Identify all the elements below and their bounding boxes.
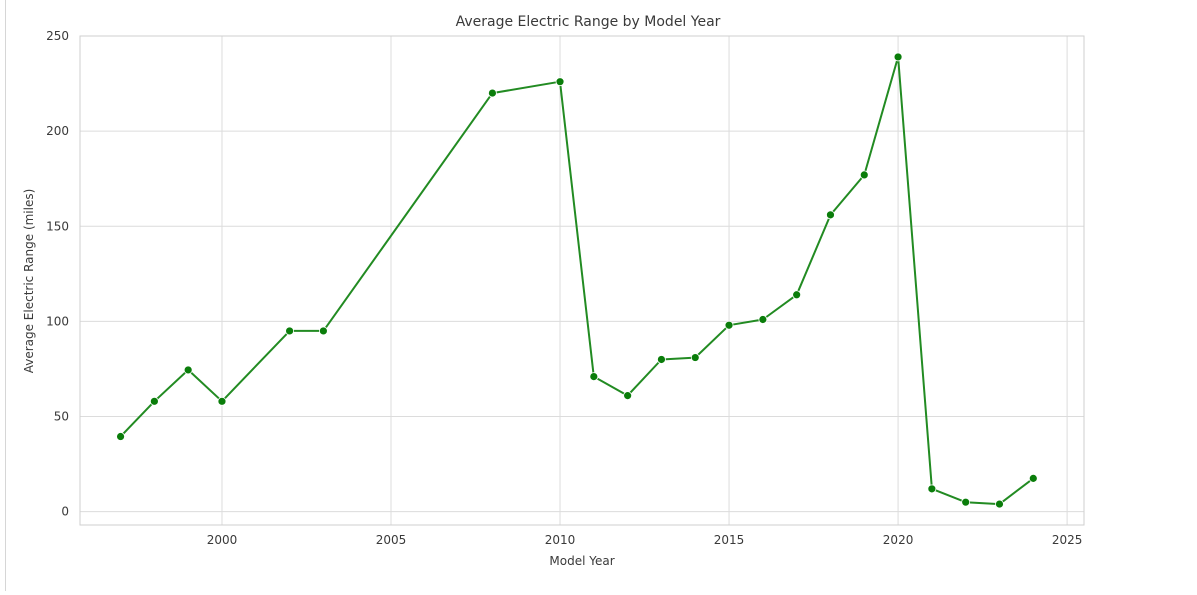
data-point [961, 497, 971, 507]
x-tick-label: 2000 [207, 533, 238, 547]
data-point [285, 326, 294, 336]
data-point [859, 170, 869, 180]
x-tick-labels: 2000 2005 2010 2015 2020 2025 [207, 533, 1083, 547]
data-point [995, 499, 1004, 509]
data-point [488, 88, 497, 98]
window-left-border [5, 0, 6, 591]
series-line [119, 55, 1034, 506]
data-point [318, 326, 328, 336]
data-point [589, 372, 599, 381]
data-point [690, 353, 700, 362]
data-point [1028, 473, 1038, 483]
y-tick-label: 100 [46, 314, 69, 328]
x-tick-label: 2025 [1052, 533, 1083, 547]
y-tick-label: 250 [46, 29, 69, 43]
data-point [758, 315, 768, 324]
data-point [217, 396, 227, 406]
data-point [657, 355, 666, 364]
series-layer [116, 52, 1038, 509]
plot-frame [79, 35, 1085, 526]
y-tick-label: 200 [46, 124, 69, 138]
data-point [792, 290, 802, 300]
data-point [724, 320, 734, 330]
chart-title: Average Electric Range by Model Year [456, 14, 721, 30]
data-point [826, 210, 835, 220]
x-tick-label: 2005 [376, 533, 407, 547]
data-point [927, 484, 937, 494]
y-tick-label: 0 [61, 505, 69, 519]
y-tick-labels: 0 50 100 150 200 250 [46, 29, 69, 519]
y-tick-label: 150 [46, 219, 69, 233]
data-point [116, 432, 125, 441]
data-point [893, 52, 903, 62]
data-point [555, 77, 565, 87]
data-point [183, 365, 193, 375]
data-point [623, 391, 633, 401]
x-tick-label: 2020 [883, 533, 914, 547]
x-axis-label: Model Year [549, 554, 614, 568]
x-tick-label: 2010 [545, 533, 576, 547]
x-tick-label: 2015 [714, 533, 745, 547]
data-point [149, 396, 159, 406]
y-tick-label: 50 [54, 410, 69, 424]
y-axis-label: Average Electric Range (miles) [22, 189, 36, 374]
